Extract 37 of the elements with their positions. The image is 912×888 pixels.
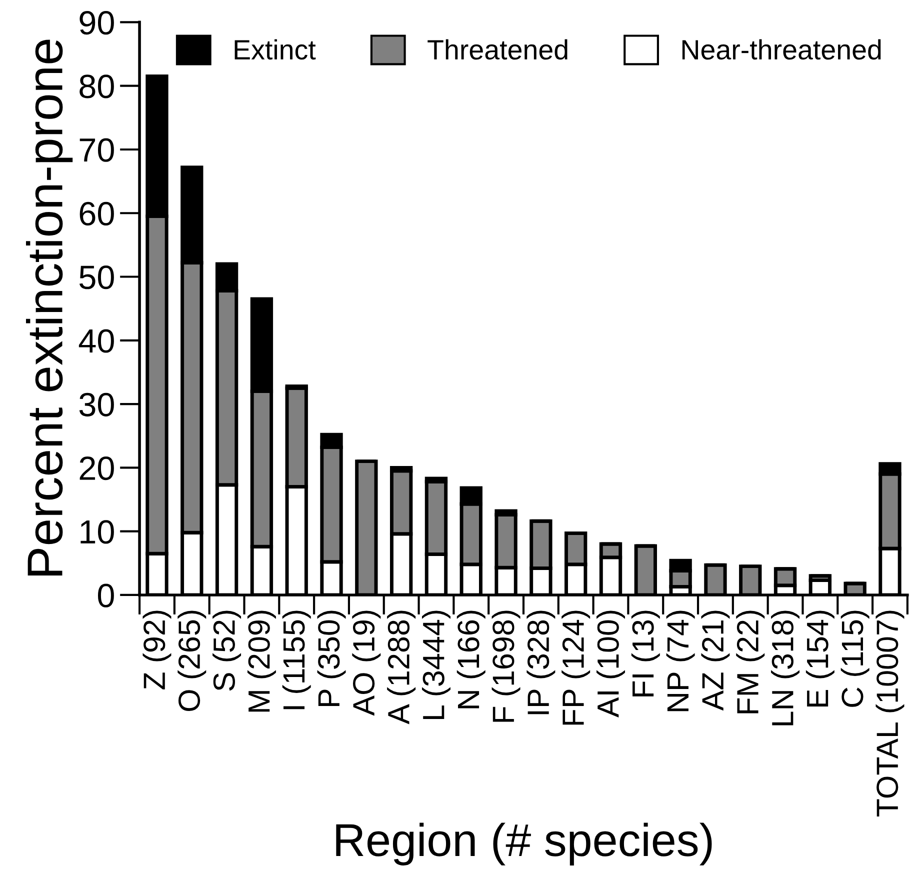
legend-label: Extinct xyxy=(234,39,316,60)
y-tick-label: 20 xyxy=(80,456,114,480)
x-tick-label: NP (74) xyxy=(666,610,695,712)
x-tick-label: I (1155) xyxy=(282,610,311,710)
x-tick-label: AZ (21) xyxy=(701,610,730,711)
y-tick-label: 70 xyxy=(80,138,114,162)
y-tick-label: 40 xyxy=(78,329,114,353)
x-tick-label: E (154) xyxy=(806,610,834,707)
y-tick-label: 60 xyxy=(80,202,114,226)
x-tick-label: IP (328) xyxy=(526,610,556,714)
y-tick-label: 50 xyxy=(79,266,114,290)
y-tick-label: 0 xyxy=(98,584,114,608)
x-tick-label: O (265) xyxy=(178,610,206,711)
x-tick-label: LN (318) xyxy=(771,610,800,726)
legend-label: Threatened xyxy=(428,39,568,60)
x-tick-label: N (166) xyxy=(456,610,486,708)
x-tick-label: Z (92) xyxy=(142,610,172,690)
x-tick-label: AI (100) xyxy=(596,610,625,718)
y-tick-label: 10 xyxy=(80,520,114,544)
x-tick-label: S (52) xyxy=(212,610,242,691)
x-tick-label: L (3444) xyxy=(422,610,450,719)
x-tick-label: FP (124) xyxy=(562,610,590,725)
x-tick-label: TOTAL (10007) xyxy=(876,610,904,816)
x-tick-label: A (1288) xyxy=(387,610,416,724)
x-axis-title: Region (# species) xyxy=(336,822,712,866)
legend-label: Near-threatened xyxy=(682,39,881,60)
y-axis-title: Percent extinction-prone xyxy=(26,40,73,576)
y-tick-label: 30 xyxy=(79,392,114,416)
x-tick-label: P (350) xyxy=(317,610,346,706)
x-tick-label: FM (22) xyxy=(736,610,765,714)
y-tick-label: 80 xyxy=(80,74,114,98)
x-tick-label: C (115) xyxy=(840,610,870,707)
x-tick-label: FI (13) xyxy=(631,610,660,696)
x-tick-label: M (209) xyxy=(247,610,276,712)
x-tick-label: F (1698) xyxy=(492,610,520,722)
x-tick-label: AO (19) xyxy=(352,610,381,716)
y-tick-label: 90 xyxy=(80,11,114,35)
